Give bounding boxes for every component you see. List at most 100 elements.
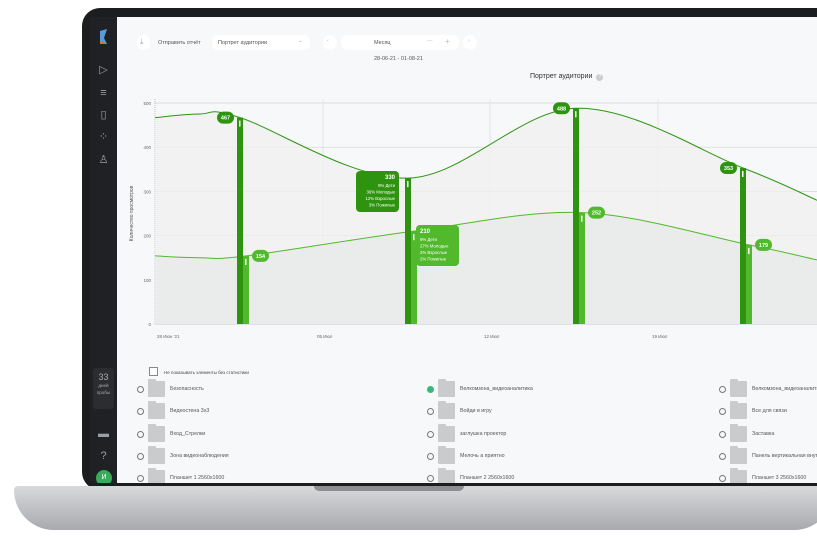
next-period-button[interactable]: › [463,35,477,50]
chevron-right-icon: › [468,38,470,44]
tooltip-value: 330 [385,175,396,181]
series-area [155,212,817,324]
logo-icon [96,29,111,44]
monitor-icon[interactable]: ▬ [98,428,109,440]
folder-icon [438,468,455,483]
hide-empty-label: Не показывать элементы без статистики [164,370,249,375]
tooltip-line: 2% Пожилые [420,257,447,262]
app-screen: ▷ ≡ ▯ ⁘ ♙ 33 дней пробы ▬ ? И ⤓ Отправит… [90,17,817,483]
hide-empty-checkbox[interactable] [149,367,158,376]
value-label-bg [755,238,772,251]
folder-icon [730,468,747,483]
folder-icon [148,424,165,442]
item-label: Безопасность [170,386,204,392]
settings-icon[interactable]: ⁘ [98,131,109,143]
tooltip-line: 2% Взрослые [420,250,448,255]
send-report-link[interactable]: Отправить отчёт [158,40,201,46]
list-icon[interactable]: ≡ [100,87,107,99]
item-label: Войди в игру [460,408,492,414]
bar [405,178,411,324]
help-icon[interactable]: ? [100,450,107,462]
y-tick-label: 400 [143,145,151,150]
tooltip-line: 3% Пожилые [369,203,396,208]
radio-button[interactable] [427,453,434,460]
x-tick-label: 12 Июл [484,334,500,339]
report-select-value: Портрет аудитории [218,40,268,46]
chart-title: Портрет аудитории [530,73,593,80]
folder-icon [730,424,747,442]
person-icon [407,181,409,188]
radio-button[interactable] [137,386,144,393]
radio-button[interactable] [137,453,144,460]
chevron-left-icon: ‹ [327,38,329,44]
prev-period-button[interactable]: ‹ [323,35,337,50]
item-label: Мелочь а приятно [460,453,505,459]
y-tick-label: 0 [148,322,151,327]
help-icon[interactable]: ? [596,74,604,81]
audience-chart: 500 400 300 200 100 0 Количество просмотров 28 … [129,99,817,339]
radio-button[interactable] [137,431,144,438]
y-tick-label: 200 [143,234,151,239]
radio-button[interactable] [719,475,726,482]
folder-icon [438,401,455,419]
folder-icon [148,468,165,483]
item-label: заглушка проектор [460,431,507,437]
bar [746,244,752,324]
avatar[interactable]: И [96,470,112,483]
radio-button[interactable] [137,475,144,482]
trial-badge[interactable]: 33 дней пробы [93,368,114,409]
item-label: Все для связи [752,408,787,414]
person-icon [239,120,241,127]
trial-days: 33 [98,372,109,382]
radio-button[interactable] [427,475,434,482]
document-icon[interactable]: ▯ [100,109,107,121]
folder-icon [438,424,455,442]
radio-button[interactable] [719,431,726,438]
folder-icon [148,446,165,464]
radio-button[interactable] [719,453,726,460]
item-label: Планшет 3 2560х1600 [752,475,807,481]
value-label-bg [252,249,269,262]
date-range: 28-06-21 - 01-08-21 [374,56,423,62]
chart-title-wrap: Портрет аудитории? [530,73,604,81]
value-label-bg [217,111,234,124]
radio-button[interactable] [427,386,434,393]
value-label: 467 [221,116,230,122]
item-label: Планшет 1 2560х1600 [170,475,225,481]
zoom-out-icon[interactable]: — [427,38,433,44]
value-label: 179 [759,243,768,249]
x-tick-label: 05 Июл [317,334,333,339]
folder-icon [730,379,747,397]
tooltip-line: 12% Взрослые [365,196,395,201]
zoom-in-icon[interactable]: + [445,37,450,46]
radio-button[interactable] [137,408,144,415]
radio-button[interactable] [719,408,726,415]
download-button[interactable]: ⤓ [137,35,150,50]
item-label: Вход_Стрелки [170,431,206,437]
y-tick-label: 300 [143,189,151,194]
item-label: Зона видеонаблюдения [170,453,229,459]
value-label: 488 [557,106,566,112]
tooltip-line: 36% Молодые [366,190,395,195]
report-select[interactable]: Портрет аудитории ⌄ [212,35,310,50]
item-label: Планшет 2 2560х1600 [460,475,515,481]
radio-button[interactable] [719,386,726,393]
radio-button[interactable] [427,431,434,438]
person-icon [742,170,744,177]
folder-icon [438,446,455,464]
value-label: 252 [592,211,601,217]
bar [243,255,249,324]
trial-text: дней [98,383,109,388]
person-icon [581,215,583,222]
value-label-bg [588,206,605,219]
bar [237,117,243,324]
radio-button[interactable] [427,408,434,415]
x-tick-label: 28 Июн '21 [157,334,180,339]
x-tick-label: 19 Июл [652,334,668,339]
y-tick-label: 500 [143,101,151,106]
period-select[interactable]: Месяц — + [341,35,459,50]
user-icon[interactable]: ♙ [98,154,109,166]
laptop-base [14,486,817,530]
play-icon[interactable]: ▷ [99,64,108,76]
bar [411,231,417,324]
